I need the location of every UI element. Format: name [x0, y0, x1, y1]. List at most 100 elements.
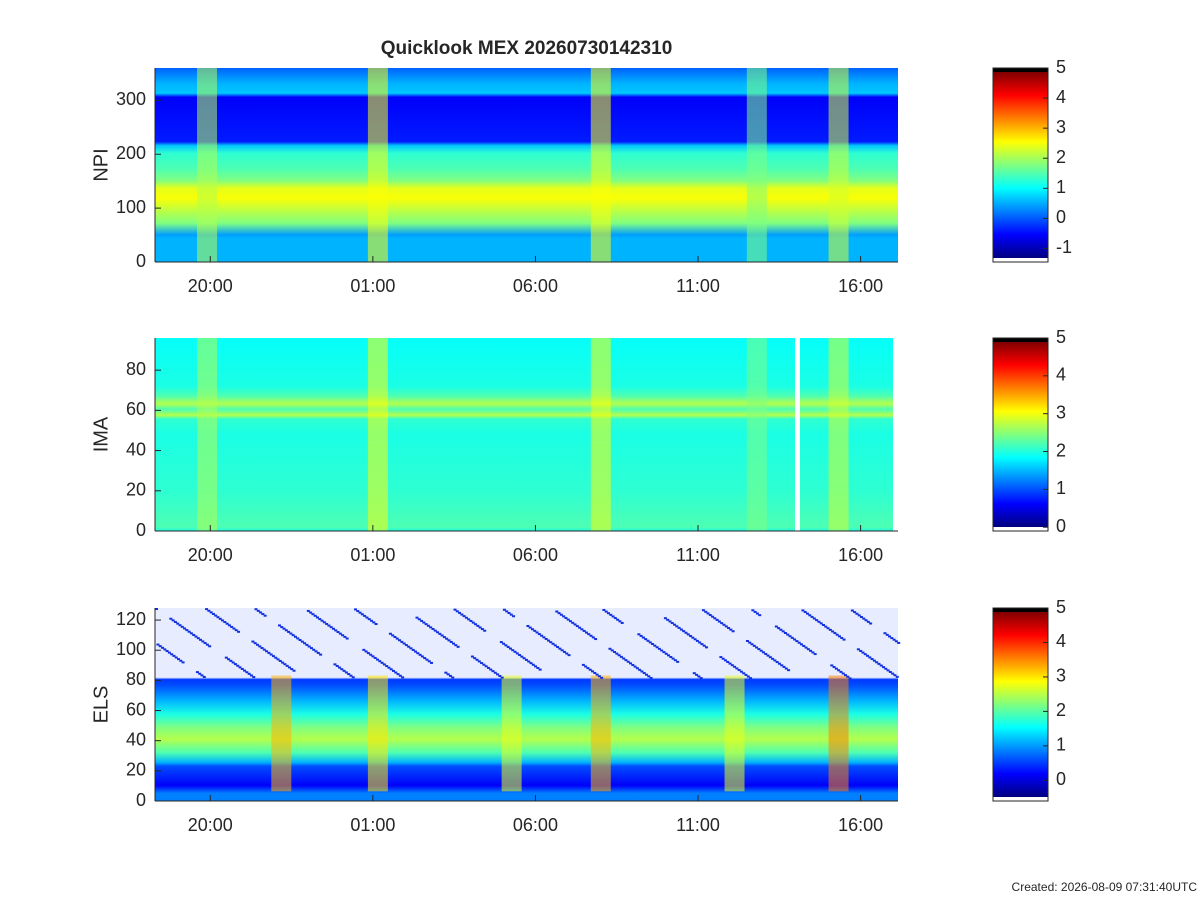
noise	[731, 630, 735, 633]
noise	[261, 613, 265, 616]
noise	[559, 613, 563, 616]
noise	[504, 644, 508, 647]
noise	[347, 673, 351, 676]
noise	[331, 627, 335, 630]
noise	[221, 619, 225, 622]
noise	[374, 623, 378, 626]
noise	[416, 652, 420, 655]
noise	[285, 664, 289, 667]
noise	[705, 646, 709, 649]
noise	[211, 612, 215, 615]
noise	[859, 616, 863, 618]
noise	[214, 614, 218, 617]
noise	[750, 643, 754, 646]
noise	[418, 653, 422, 656]
colorbar-tick-label: 4	[1056, 631, 1066, 651]
noise	[534, 665, 538, 668]
event-stripe	[828, 338, 849, 531]
noise	[684, 631, 688, 634]
noise	[453, 608, 457, 611]
y-axis-label: NPI	[90, 148, 112, 181]
noise	[158, 645, 162, 648]
noise	[811, 651, 815, 654]
noise	[639, 634, 643, 637]
noise	[198, 672, 202, 675]
noise	[635, 667, 639, 670]
noise	[783, 632, 787, 634]
noise	[833, 632, 837, 635]
colorbar-tick-label: 2	[1056, 700, 1066, 720]
y-tick-label: 100	[116, 639, 146, 659]
noise	[207, 609, 211, 612]
noise	[349, 674, 353, 677]
noise	[227, 624, 231, 627]
noise	[859, 649, 863, 652]
noise	[560, 649, 564, 652]
noise	[866, 654, 870, 657]
colorbar-tick-label: 3	[1056, 666, 1066, 686]
y-tick-label: 0	[136, 790, 146, 810]
noise	[455, 610, 459, 613]
noise	[293, 635, 297, 638]
noise	[378, 660, 382, 663]
noise	[761, 651, 765, 654]
noise	[420, 619, 424, 622]
noise	[613, 617, 617, 620]
noise	[875, 661, 879, 664]
noise	[742, 672, 746, 675]
noise	[199, 638, 203, 641]
colorbar-tick-label: 5	[1056, 57, 1066, 77]
noise	[449, 640, 453, 643]
noise	[448, 674, 452, 677]
noise	[287, 630, 291, 633]
noise	[509, 613, 513, 616]
noise	[446, 673, 450, 676]
noise	[340, 668, 344, 671]
noise	[325, 622, 329, 625]
noise	[758, 614, 762, 617]
noise	[669, 655, 673, 658]
noise	[779, 628, 783, 631]
noise	[230, 625, 234, 628]
noise	[423, 657, 427, 660]
noise	[238, 666, 242, 669]
noise	[655, 646, 659, 649]
noise	[686, 633, 690, 636]
noise	[850, 609, 854, 612]
noise	[277, 624, 281, 627]
noise	[262, 648, 266, 651]
noise	[362, 648, 366, 651]
noise	[389, 668, 393, 671]
noise	[799, 643, 803, 646]
noise	[335, 664, 339, 667]
noise	[752, 644, 756, 647]
noise	[460, 613, 464, 616]
noise	[415, 616, 419, 619]
noise	[562, 650, 566, 653]
x-tick-label: 20:00	[188, 276, 233, 296]
noise	[318, 618, 322, 621]
noise	[666, 618, 670, 621]
noise	[618, 620, 622, 623]
noise	[711, 615, 715, 618]
noise	[895, 675, 899, 678]
noise	[679, 628, 683, 631]
noise	[558, 647, 562, 650]
noise	[565, 652, 569, 655]
noise	[470, 655, 474, 658]
noise	[771, 657, 775, 660]
colorbar-tick-label: 1	[1056, 478, 1066, 498]
y-tick-label: 80	[126, 669, 146, 689]
noise	[181, 661, 185, 664]
noise	[296, 637, 300, 640]
noise	[533, 629, 537, 632]
noise	[797, 641, 801, 644]
noise	[588, 668, 592, 671]
noise	[891, 672, 895, 675]
noise	[252, 676, 256, 679]
noise	[172, 654, 176, 657]
x-tick-label: 06:00	[513, 545, 558, 565]
noise	[395, 637, 399, 640]
noise	[529, 662, 533, 665]
noise	[726, 660, 730, 663]
